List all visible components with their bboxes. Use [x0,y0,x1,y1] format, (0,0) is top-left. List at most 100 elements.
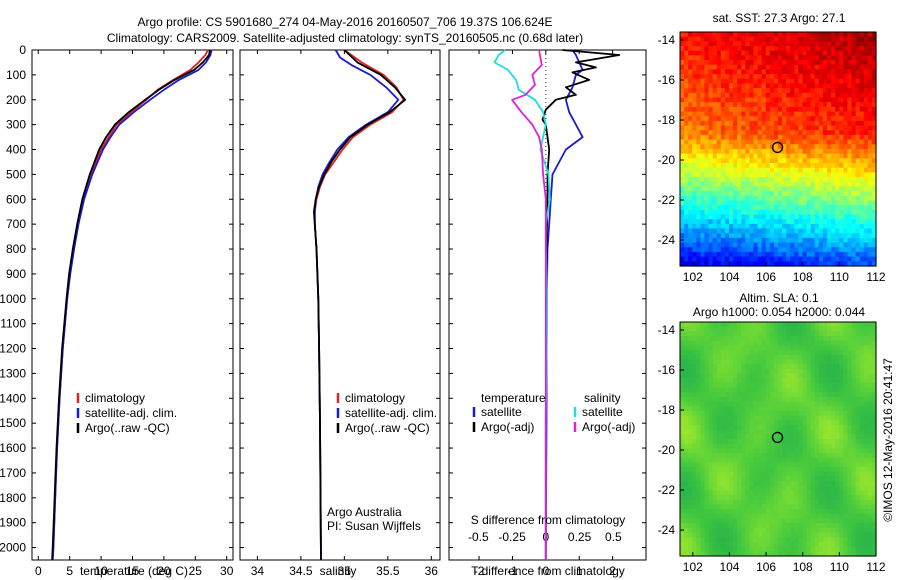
sla-map-cell [827,499,832,506]
sst-map-cell [737,50,742,56]
sla-map-cell [696,406,702,412]
sla-map-cell [843,429,849,435]
sla-map-cell [708,532,714,538]
sla-map-cell [778,322,783,328]
sla-map-cell [835,509,840,515]
sst-map-cell [847,205,853,211]
sla-map-cell [716,378,722,384]
sla-map-cell [863,359,869,365]
sla-map-cell [724,424,730,431]
sst-map-cell [708,139,714,145]
sst-map-cell [835,228,840,234]
temperature-legend-header: temperature [481,391,546,405]
sst-map-cell [798,139,804,145]
sla-map-cell [749,527,755,534]
sla-map-cell [680,359,685,365]
sla-map-cell [684,387,689,393]
sla-map-cell [778,513,783,520]
sla-map-cell [692,499,697,506]
sst-map-cell [782,139,787,145]
sla-map-cell [806,345,812,351]
sla-map-cell [814,359,820,365]
sst-map-cell [692,181,697,188]
sla-map-cell [680,378,685,384]
sla-map-cell [700,424,706,431]
sla-map-cell [757,541,763,548]
sst-map-cell [749,88,755,94]
sla-map-cell [749,424,755,431]
sla-map-cell [827,345,832,351]
sla-map-cell [827,541,832,548]
sst-map-cell [757,177,763,183]
sst-map-cell [782,149,787,155]
sst-map-cell [733,209,738,216]
sla-map-cell [688,336,693,342]
sla-map-cell [696,410,702,417]
sla-map-cell [680,406,685,412]
sla-map-cell [831,509,836,515]
sla-map-cell [814,471,820,478]
sst-map-cell [827,78,832,85]
sla-map-cell [782,518,787,524]
sla-map-cell [684,453,689,459]
sst-map-cell [688,139,693,145]
sla-map-cell [794,424,800,431]
sst-map-cell [704,214,710,220]
sla-map-cell [859,420,865,426]
sla-map-cell [802,359,808,365]
sst-map-cell [790,191,795,197]
sla-map-cell [831,527,836,534]
sst-map-cell [684,153,689,159]
sla-map-cell [794,537,800,543]
sla-map-cell [863,443,869,449]
sla-map-cell [814,532,820,538]
sst-map-cell [761,181,767,188]
sst-map-cell [737,46,742,52]
sla-map-cell [814,481,820,487]
sla-map-cell [692,322,697,328]
sla-map-cell [839,532,844,538]
salinity-x-tick-label: 34.5 [289,564,313,578]
sst-map-frame [679,31,877,267]
sst-map-cell [761,139,767,145]
sla-map-cell [863,471,869,478]
sst-map-cell [716,209,722,216]
sla-map-cell [806,448,812,454]
sst-map-cell [716,195,722,202]
sla-map-cell [749,518,755,524]
sla-map-cell [765,471,771,478]
sst-map-cell [814,219,820,225]
sla-map-cell [835,359,840,365]
sla-map-cell [794,364,800,370]
sst-map-cell [827,92,832,99]
sla-map-cell [769,326,775,332]
depth-tick-label: 2000 [0,541,26,555]
sst-map-cell [688,177,693,183]
sla-map-cell [729,476,734,482]
sst-map-cell [733,177,738,183]
sst-map-cell [720,163,726,169]
sla-map-cell [810,392,816,398]
sst-map-cell [749,233,755,239]
sla-map-cell [745,462,751,468]
sst-map-cell [863,130,869,136]
sst-map-cell [704,130,710,136]
sst-map-cell [741,251,746,258]
sla-map-cell [773,476,779,482]
sst-map-cell [696,167,702,173]
sla-map-cell [708,354,714,361]
sla-map-cell [769,541,775,548]
sst-map-cell [790,36,795,42]
sst-map-cell [729,181,734,188]
sla-map-cell [753,401,759,407]
sst-map-cell [684,237,689,244]
depth-tick-label: 0 [19,43,26,57]
sla-map-cell [871,434,877,440]
sla-map-cell [806,382,812,389]
sla-map-cell [843,434,849,440]
sla-map-cell [814,420,820,426]
sst-map-cell [790,41,795,47]
sla-map-cell [745,490,751,496]
sst-map-cell [733,78,738,85]
sst-map-cell [769,60,775,66]
